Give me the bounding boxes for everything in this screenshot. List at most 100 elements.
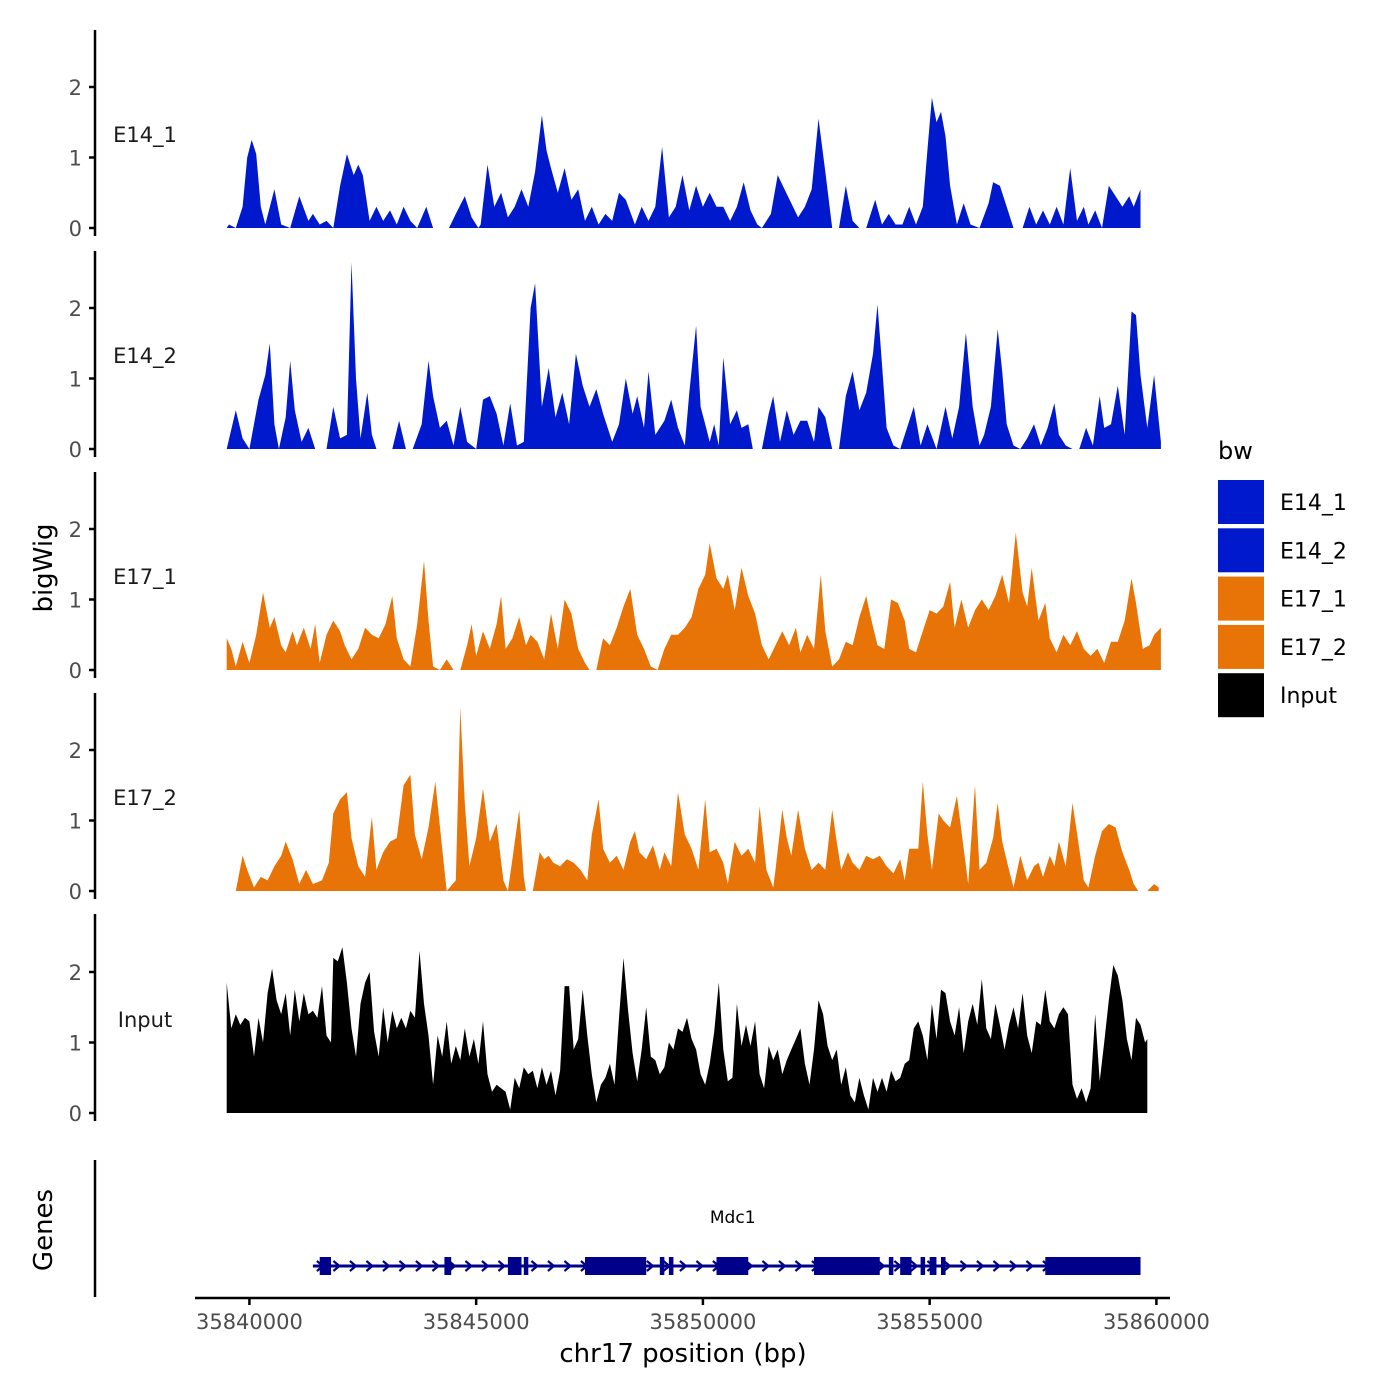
gene-exon	[716, 1257, 749, 1275]
gene-exon	[900, 1257, 912, 1275]
x-tick-label: 35850000	[649, 1310, 756, 1334]
legend-label: E17_2	[1280, 636, 1347, 661]
legend-label: E14_1	[1280, 491, 1347, 516]
strand-arrow	[1025, 1260, 1035, 1272]
gene-exon	[929, 1257, 937, 1275]
gene-exon	[888, 1257, 894, 1275]
strand-arrow	[959, 1260, 969, 1272]
track-label: Input	[118, 1008, 172, 1032]
y-tick-label: 2	[69, 961, 82, 985]
strand-arrow	[382, 1260, 391, 1272]
track-e14-1: 0 1 2 E14_1	[69, 30, 1141, 241]
legend-item: E14_1	[1218, 480, 1347, 524]
legend-label: E17_1	[1280, 588, 1347, 613]
y-tick-label: 2	[69, 297, 82, 321]
strand-arrow	[398, 1260, 408, 1272]
x-tick-label: 35840000	[196, 1310, 303, 1334]
gene-exon	[920, 1257, 926, 1275]
legend-item: E14_2	[1218, 528, 1347, 573]
gene-exon	[940, 1257, 946, 1275]
strand-arrow	[365, 1260, 375, 1272]
y-axis-title: bigWig	[29, 523, 59, 612]
strand-arrow	[976, 1260, 985, 1272]
legend-swatch	[1218, 480, 1264, 524]
gene-exon	[1045, 1257, 1141, 1275]
y-tick-label: 1	[69, 589, 82, 613]
strand-arrow	[646, 1260, 655, 1272]
legend-swatch	[1218, 624, 1264, 669]
x-axis-title: chr17 position (bp)	[559, 1339, 806, 1369]
legend-title: bw	[1218, 437, 1253, 465]
gene-exon	[659, 1257, 665, 1275]
area-E17_1	[226, 532, 1161, 670]
y-tick-label: 0	[69, 438, 82, 462]
strand-arrow	[695, 1260, 705, 1272]
gene-exon	[319, 1257, 332, 1275]
strand-arrow	[332, 1260, 342, 1272]
y-tick-label: 0	[69, 1102, 82, 1126]
genes-axis-title: Genes	[29, 1189, 59, 1271]
track-panels: 0 1 2 E14_1 0 1 2 E14_2 0 1 2 E17_1 0 1 2 E17_2 0 1 2 Input	[69, 30, 1161, 1126]
strand-arrow	[910, 1260, 919, 1272]
strand-arrow	[415, 1260, 424, 1272]
strand-arrow	[1009, 1260, 1018, 1272]
y-tick-label: 0	[69, 659, 82, 683]
strand-arrow	[992, 1260, 1002, 1272]
gene-exon	[444, 1257, 452, 1275]
strand-arrow	[464, 1260, 474, 1272]
gene-exon	[523, 1257, 529, 1275]
x-axis: 35840000 35845000 35850000 35855000 35860000	[195, 1296, 1210, 1334]
gene-label: Mdc1	[710, 1208, 756, 1228]
y-tick-label: 2	[69, 76, 82, 100]
track-input: 0 1 2 Input	[69, 914, 1148, 1126]
track-e14-2: 0 1 2 E14_2	[69, 251, 1161, 462]
gene-track: Mdc1	[93, 1160, 1141, 1297]
legend-swatch	[1218, 673, 1264, 718]
legend-item: E17_1	[1218, 576, 1347, 621]
y-tick-label: 2	[69, 518, 82, 542]
strand-arrow	[778, 1260, 787, 1272]
legend-item: Input	[1218, 673, 1337, 718]
strand-arrow	[349, 1260, 358, 1272]
y-tick-label: 2	[69, 739, 82, 763]
y-tick-label: 1	[69, 368, 82, 392]
track-e17-1: 0 1 2 E17_1	[69, 472, 1161, 683]
strand-arrow	[679, 1260, 688, 1272]
legend-swatch	[1218, 528, 1264, 573]
strand-arrow	[547, 1260, 556, 1272]
y-tick-label: 0	[69, 217, 82, 241]
x-tick-label: 35855000	[876, 1310, 983, 1334]
y-tick-label: 1	[69, 147, 82, 171]
x-tick-label: 35860000	[1103, 1310, 1210, 1334]
legend-item: E17_2	[1218, 624, 1347, 669]
y-tick-label: 1	[69, 810, 82, 834]
strand-arrow	[794, 1260, 804, 1272]
track-label: E17_2	[113, 786, 177, 811]
area-E14_2	[226, 262, 1161, 449]
area-E14_1	[226, 97, 1141, 228]
y-tick-label: 0	[69, 880, 82, 904]
track-label: E17_1	[113, 565, 177, 590]
y-tick-label: 1	[69, 1032, 82, 1056]
strand-arrow	[481, 1260, 490, 1272]
legend: bw E14_1 E14_2 E17_1 E17_2 Input	[1218, 437, 1347, 718]
strand-arrow	[431, 1260, 441, 1272]
area-E17_2	[235, 707, 1159, 891]
strand-arrow	[761, 1260, 771, 1272]
legend-label: E14_2	[1280, 539, 1347, 564]
x-tick-label: 35845000	[423, 1310, 530, 1334]
gene-exon	[585, 1257, 647, 1275]
track-label: E14_2	[113, 344, 177, 369]
gene-exon	[814, 1257, 880, 1275]
gene-exon	[507, 1257, 522, 1275]
strand-arrow	[563, 1260, 573, 1272]
strand-arrow	[877, 1260, 886, 1272]
gene-exon	[668, 1257, 674, 1275]
legend-swatch	[1218, 576, 1264, 621]
legend-label: Input	[1280, 684, 1337, 709]
strand-arrow	[530, 1260, 540, 1272]
track-e17-2: 0 1 2 E17_2	[69, 693, 1159, 904]
strand-arrow	[943, 1260, 952, 1272]
track-label: E14_1	[113, 123, 177, 148]
